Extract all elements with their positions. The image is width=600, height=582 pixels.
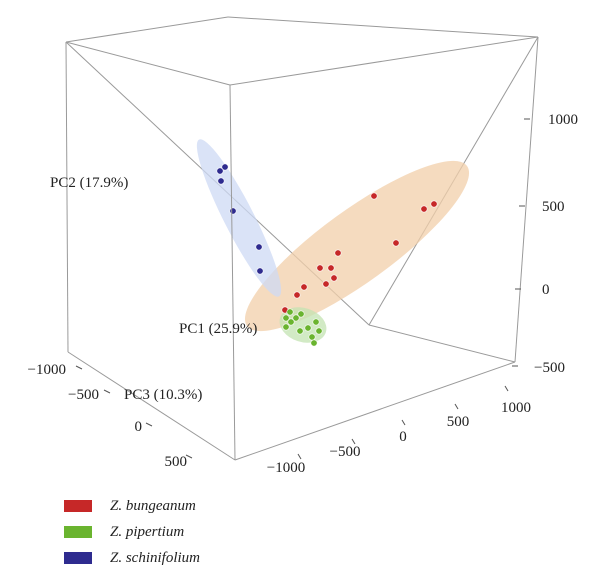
data-point	[316, 264, 324, 272]
tick-mark	[297, 453, 302, 460]
cube-edge	[65, 41, 231, 86]
pc2-tick-label: −500	[534, 360, 565, 376]
legend-label: Z. schinifolium	[110, 549, 201, 566]
pc2-tick-label: 500	[542, 199, 565, 215]
pc3-axis-label: PC3 (10.3%)	[124, 387, 202, 403]
data-point	[217, 177, 225, 185]
data-point	[221, 163, 229, 171]
pc1-tick-label: −1000	[267, 460, 305, 476]
pc2-tick-label: 1000	[548, 112, 578, 128]
pc2-tick-label: 0	[542, 282, 550, 298]
data-point	[287, 318, 295, 326]
data-point	[392, 239, 400, 247]
pc1-tick-label: 0	[399, 429, 407, 445]
cube-edge	[514, 36, 539, 363]
cube-edge	[234, 361, 516, 461]
data-point	[334, 249, 342, 257]
pc1-tick-label: −500	[330, 444, 361, 460]
legend: Z. bungeanum Z. pipertium Z. schinifoliu…	[64, 495, 200, 573]
tick-mark	[185, 454, 193, 459]
cube-front-edges	[65, 16, 539, 461]
pc1-axis-label: PC1 (25.9%)	[179, 321, 257, 337]
data-point	[256, 267, 264, 275]
pc2-axis-label: PC2 (17.9%)	[50, 175, 128, 191]
data-point	[420, 205, 428, 213]
tick-mark	[103, 389, 111, 394]
legend-item: Z. pipertium	[64, 521, 200, 543]
legend-item: Z. schinifolium	[64, 547, 200, 569]
data-point	[296, 327, 304, 335]
legend-label: Z. pipertium	[110, 523, 185, 540]
tick-mark	[75, 365, 83, 370]
cube-edge	[229, 84, 236, 461]
data-point	[304, 324, 312, 332]
cube-edge	[229, 36, 539, 86]
cube-edge	[67, 351, 236, 461]
data-point	[300, 283, 308, 291]
legend-swatch	[64, 500, 92, 512]
data-point	[286, 308, 294, 316]
data-point	[370, 192, 378, 200]
data-point	[282, 323, 290, 331]
tick-mark	[401, 419, 406, 426]
data-point	[293, 291, 301, 299]
data-point	[292, 314, 300, 322]
legend-item: Z. bungeanum	[64, 495, 200, 517]
data-point	[430, 200, 438, 208]
cube-edge	[227, 16, 539, 38]
legend-swatch	[64, 552, 92, 564]
data-point	[310, 339, 318, 347]
cube-edge	[65, 41, 69, 353]
tick-mark	[351, 438, 356, 445]
pc3-tick-label: −500	[68, 387, 99, 403]
pc3-tick-label: 0	[135, 419, 143, 435]
data-point	[255, 243, 263, 251]
data-point	[297, 310, 305, 318]
pc1-tick-label: 1000	[501, 400, 531, 416]
pc3-tick-label: −1000	[28, 362, 66, 378]
data-point	[216, 167, 224, 175]
cube-edge	[65, 16, 229, 43]
data-point	[312, 318, 320, 326]
data-point	[308, 333, 316, 341]
legend-swatch	[64, 526, 92, 538]
tick-marks	[75, 118, 530, 460]
data-point	[330, 274, 338, 282]
legend-label: Z. bungeanum	[110, 497, 196, 514]
tick-mark	[145, 422, 153, 427]
data-points	[216, 163, 438, 347]
data-point	[322, 280, 330, 288]
data-point	[229, 207, 237, 215]
tick-mark	[454, 403, 459, 410]
data-point	[327, 264, 335, 272]
pc3-tick-label: 500	[165, 454, 188, 470]
pc1-tick-label: 500	[447, 414, 470, 430]
cube-edge	[368, 324, 516, 363]
data-point	[315, 327, 323, 335]
confidence-ellipse	[279, 307, 327, 343]
confidence-ellipse	[196, 139, 282, 297]
data-point	[282, 314, 290, 322]
tick-mark	[504, 385, 509, 392]
